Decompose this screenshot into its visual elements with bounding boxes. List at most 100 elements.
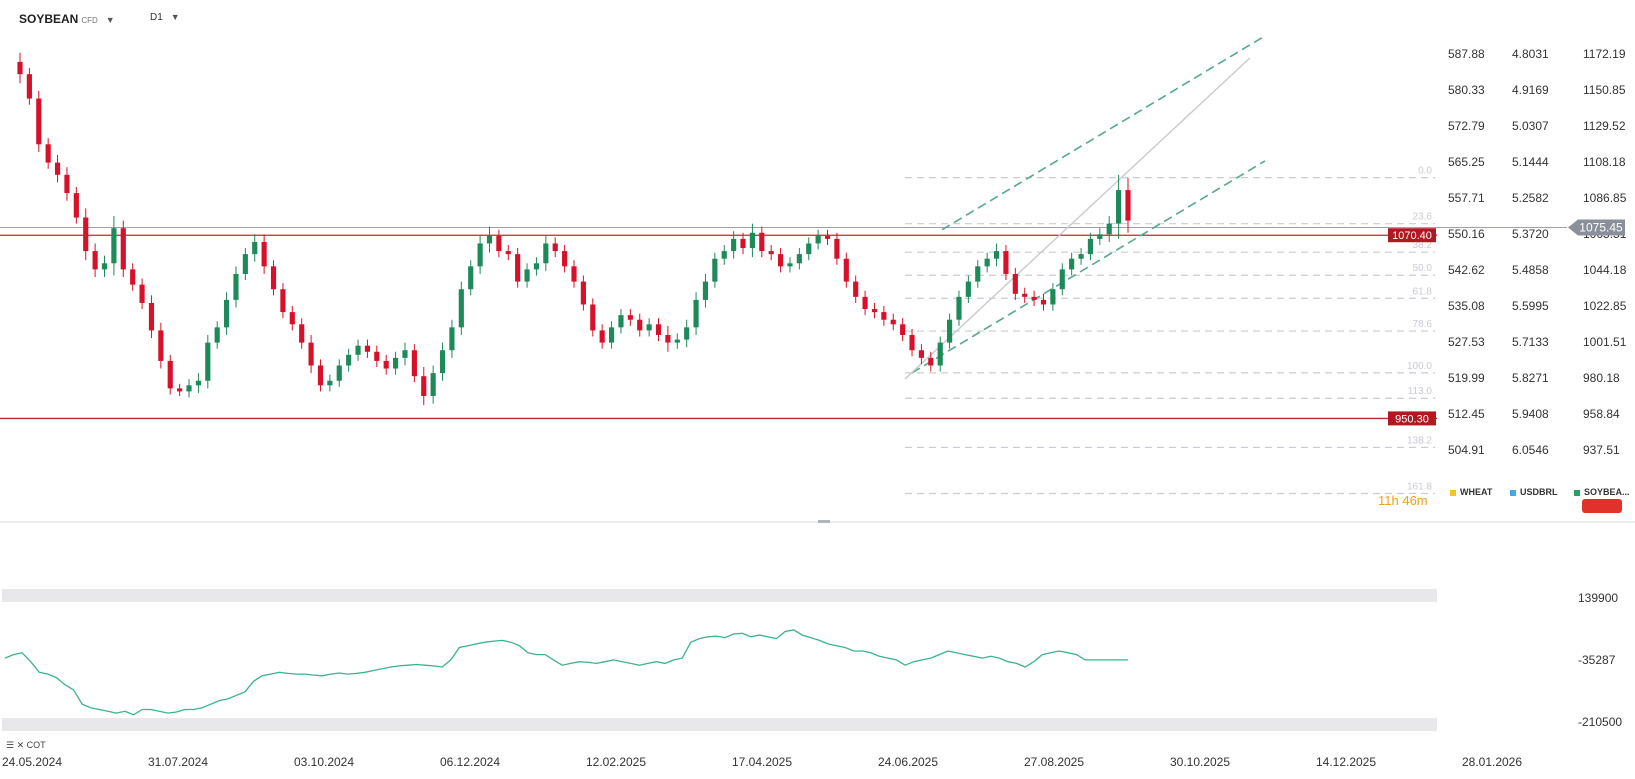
candle-body [562,251,568,267]
price-axis-tick: 5.2582 [1512,191,1549,205]
timeframe-label: D1 [150,12,163,23]
candle-body [796,254,802,264]
candle-body [148,302,155,331]
candle-body [693,299,699,328]
candle-body [900,324,906,335]
time-axis-tick: 24.05.2024 [2,755,62,769]
candle-body [524,269,530,282]
timeframe-chevron-down-icon[interactable]: ▼ [170,12,180,22]
candle-body [543,243,549,264]
price-axis-tick: 572.79 [1448,119,1485,133]
price-level-tag [1388,228,1436,243]
candle-body [205,342,211,381]
candle-body [54,162,61,175]
candle-body [881,312,887,320]
symbol-chevron-down-icon[interactable]: ▼ [105,15,115,25]
channel-upper-line [941,35,1266,231]
candle-body [195,380,201,386]
close-icon[interactable]: ✕ [16,740,25,750]
candle-body [928,357,934,366]
candle-body [655,324,662,335]
cot-indicator-label[interactable]: ☰ ✕ COT [6,740,46,751]
price-axis-tick: 542.62 [1448,263,1485,277]
candle-body [393,357,399,369]
candle-body [1125,190,1131,221]
candle-body [317,365,324,386]
price-axis-tick: 1172.19 [1583,47,1626,61]
time-axis-tick: 06.12.2024 [440,755,500,769]
candle-body [486,235,493,244]
fib-level-label: 23.6 [1413,212,1433,223]
settings-icon[interactable]: ☰ [6,740,15,750]
cot-axis-tick: 139900 [1578,591,1618,605]
candle-body [1012,273,1018,294]
legend-swatch [1574,489,1580,496]
legend-item-usdbrl[interactable]: USDBRL [1510,487,1558,497]
trend-channel-layer [904,35,1266,380]
cot-lower-band [2,718,1437,731]
candle-body [627,315,633,320]
fib-level-label: 78.6 [1413,319,1433,330]
candle-body [308,342,314,366]
legend-item-wheat[interactable]: WHEAT [1450,487,1492,497]
price-axis-tick: 4.9169 [1512,83,1549,97]
candle-body [975,266,981,282]
candle-body [674,339,680,343]
candle-body [759,232,765,252]
time-axis-tick: 14.12.2025 [1316,755,1376,769]
price-axis-tick: 1044.18 [1583,263,1627,277]
price-axis-tick: 1086.85 [1583,191,1627,205]
candle-body [1031,296,1037,300]
price-axis-tick: 519.99 [1448,371,1485,385]
candle-body [637,319,643,331]
candle-body [515,254,521,282]
candle-body [853,281,859,297]
price-axis-tick: 980.18 [1583,371,1620,385]
symbol-title[interactable]: SOYBEAN CFD ▼ [19,12,115,26]
candle-body [402,350,408,358]
candle-body [834,238,840,259]
candle-body [993,251,1000,259]
candle-body [768,251,774,255]
candle-body [533,263,540,270]
legend-label: SOYBEA... [1584,487,1630,497]
cot-line [4,629,1128,716]
alert-button[interactable] [1582,499,1622,513]
cot-upper-band [2,589,1437,602]
candle-body [439,350,446,374]
cot-panel-layer: 139900 -35287 -210500 [2,589,1622,731]
time-axis-tick: 30.10.2025 [1170,755,1230,769]
candle-body [890,319,896,325]
timeframe-selector[interactable]: D1 ▼ [150,12,180,23]
candle-body [937,342,943,366]
fib-level-label: 0.0 [1418,166,1432,177]
candle-body [299,324,305,343]
time-axis-tick: 27.08.2025 [1024,755,1084,769]
legend-swatch [1450,489,1456,496]
cot-label: COT [26,740,46,750]
candle-body [947,319,953,343]
candle-body [824,235,831,239]
candle-body [383,360,389,369]
candle-body [599,330,605,343]
candle-body [186,385,192,392]
candle-body [496,235,502,252]
candle-body [749,232,755,249]
candle-body [280,289,286,313]
price-axis-tick: 6.0546 [1512,443,1549,457]
fib-level-label: 161.8 [1407,482,1432,493]
candle-body [355,345,361,355]
candle-timer: 11h 46m [1378,493,1428,508]
price-axis-tick: 535.08 [1448,299,1485,313]
candle-body [111,228,117,264]
fib-level-label: 50.0 [1413,263,1433,274]
fib-level-label: 100.0 [1407,361,1432,372]
candle-body [1003,251,1009,274]
candles-layer [17,52,1131,406]
candle-body [1022,293,1028,297]
price-axis-tick: 1108.18 [1583,155,1626,169]
candle-body [721,251,727,259]
candle-body [468,266,474,290]
legend-item-soybean[interactable]: SOYBEA... [1574,487,1630,497]
